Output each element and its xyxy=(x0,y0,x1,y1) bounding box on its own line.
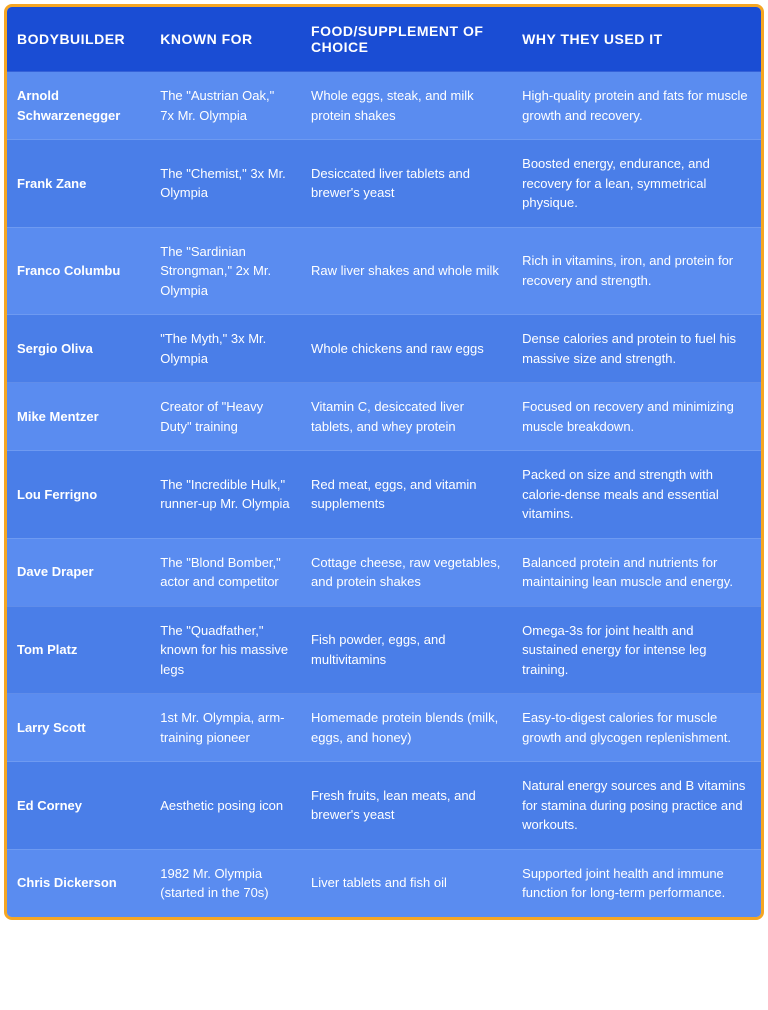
table-row: Mike MentzerCreator of "Heavy Duty" trai… xyxy=(7,383,761,451)
table-row: Lou FerrignoThe "Incredible Hulk," runne… xyxy=(7,451,761,539)
cell-known-for: 1st Mr. Olympia, arm-training pioneer xyxy=(150,694,301,762)
cell-bodybuilder: Larry Scott xyxy=(7,694,150,762)
cell-bodybuilder: Tom Platz xyxy=(7,606,150,694)
table-header-row: BODYBUILDER KNOWN FOR FOOD/SUPPLEMENT OF… xyxy=(7,7,761,72)
cell-known-for: Creator of "Heavy Duty" training xyxy=(150,383,301,451)
cell-bodybuilder: Lou Ferrigno xyxy=(7,451,150,539)
cell-why: High-quality protein and fats for muscle… xyxy=(512,72,761,140)
cell-bodybuilder: Frank Zane xyxy=(7,140,150,228)
cell-bodybuilder: Mike Mentzer xyxy=(7,383,150,451)
cell-food: Whole chickens and raw eggs xyxy=(301,315,512,383)
table-row: Frank ZaneThe "Chemist," 3x Mr. OlympiaD… xyxy=(7,140,761,228)
table-row: Dave DraperThe "Blond Bomber," actor and… xyxy=(7,538,761,606)
cell-bodybuilder: Franco Columbu xyxy=(7,227,150,315)
cell-food: Vitamin C, desiccated liver tablets, and… xyxy=(301,383,512,451)
cell-bodybuilder: Ed Corney xyxy=(7,762,150,850)
cell-food: Red meat, eggs, and vitamin supplements xyxy=(301,451,512,539)
cell-why: Easy-to-digest calories for muscle growt… xyxy=(512,694,761,762)
cell-food: Raw liver shakes and whole milk xyxy=(301,227,512,315)
table-row: Arnold SchwarzeneggerThe "Austrian Oak,"… xyxy=(7,72,761,140)
header-food: FOOD/SUPPLEMENT OF CHOICE xyxy=(301,7,512,72)
cell-why: Supported joint health and immune functi… xyxy=(512,849,761,917)
table-row: Sergio Oliva"The Myth," 3x Mr. OlympiaWh… xyxy=(7,315,761,383)
cell-why: Natural energy sources and B vitamins fo… xyxy=(512,762,761,850)
cell-known-for: 1982 Mr. Olympia (started in the 70s) xyxy=(150,849,301,917)
cell-why: Focused on recovery and minimizing muscl… xyxy=(512,383,761,451)
header-why: WHY THEY USED IT xyxy=(512,7,761,72)
cell-why: Balanced protein and nutrients for maint… xyxy=(512,538,761,606)
cell-known-for: The "Incredible Hulk," runner-up Mr. Oly… xyxy=(150,451,301,539)
cell-food: Homemade protein blends (milk, eggs, and… xyxy=(301,694,512,762)
table-row: Tom PlatzThe "Quadfather," known for his… xyxy=(7,606,761,694)
cell-known-for: Aesthetic posing icon xyxy=(150,762,301,850)
cell-known-for: The "Quadfather," known for his massive … xyxy=(150,606,301,694)
table-body: Arnold SchwarzeneggerThe "Austrian Oak,"… xyxy=(7,72,761,917)
table-row: Larry Scott1st Mr. Olympia, arm-training… xyxy=(7,694,761,762)
cell-bodybuilder: Arnold Schwarzenegger xyxy=(7,72,150,140)
cell-known-for: The "Blond Bomber," actor and competitor xyxy=(150,538,301,606)
cell-bodybuilder: Sergio Oliva xyxy=(7,315,150,383)
cell-known-for: "The Myth," 3x Mr. Olympia xyxy=(150,315,301,383)
cell-why: Dense calories and protein to fuel his m… xyxy=(512,315,761,383)
cell-why: Packed on size and strength with calorie… xyxy=(512,451,761,539)
cell-food: Desiccated liver tablets and brewer's ye… xyxy=(301,140,512,228)
header-bodybuilder: BODYBUILDER xyxy=(7,7,150,72)
cell-why: Boosted energy, endurance, and recovery … xyxy=(512,140,761,228)
cell-known-for: The "Chemist," 3x Mr. Olympia xyxy=(150,140,301,228)
bodybuilder-table: BODYBUILDER KNOWN FOR FOOD/SUPPLEMENT OF… xyxy=(7,7,761,917)
cell-why: Rich in vitamins, iron, and protein for … xyxy=(512,227,761,315)
table-row: Ed CorneyAesthetic posing iconFresh frui… xyxy=(7,762,761,850)
cell-known-for: The "Sardinian Strongman," 2x Mr. Olympi… xyxy=(150,227,301,315)
cell-bodybuilder: Dave Draper xyxy=(7,538,150,606)
cell-food: Liver tablets and fish oil xyxy=(301,849,512,917)
table-row: Franco ColumbuThe "Sardinian Strongman,"… xyxy=(7,227,761,315)
cell-food: Fish powder, eggs, and multivitamins xyxy=(301,606,512,694)
cell-why: Omega-3s for joint health and sustained … xyxy=(512,606,761,694)
bodybuilder-table-container: BODYBUILDER KNOWN FOR FOOD/SUPPLEMENT OF… xyxy=(4,4,764,920)
cell-known-for: The "Austrian Oak," 7x Mr. Olympia xyxy=(150,72,301,140)
cell-food: Cottage cheese, raw vegetables, and prot… xyxy=(301,538,512,606)
table-row: Chris Dickerson1982 Mr. Olympia (started… xyxy=(7,849,761,917)
header-known-for: KNOWN FOR xyxy=(150,7,301,72)
cell-food: Whole eggs, steak, and milk protein shak… xyxy=(301,72,512,140)
cell-bodybuilder: Chris Dickerson xyxy=(7,849,150,917)
cell-food: Fresh fruits, lean meats, and brewer's y… xyxy=(301,762,512,850)
